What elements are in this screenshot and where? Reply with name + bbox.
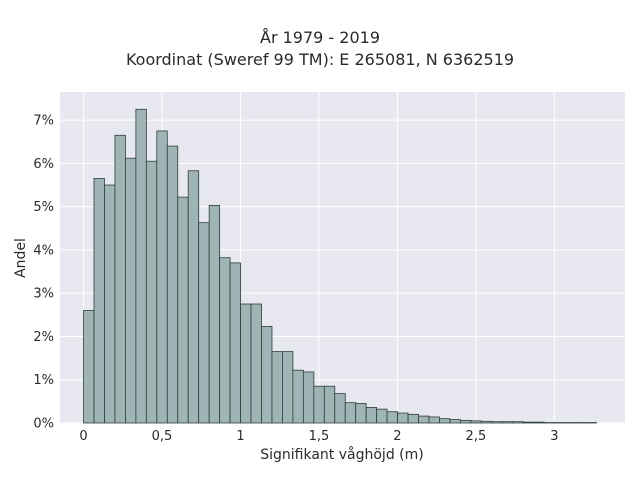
- histogram-bar: [459, 420, 472, 424]
- y-tick-label: 0%: [33, 417, 54, 432]
- x-tick-label: 2: [393, 429, 401, 444]
- histogram-bar: [229, 262, 241, 424]
- histogram-bar: [439, 418, 451, 424]
- histogram-bar: [83, 310, 95, 424]
- histogram-bar: [219, 257, 231, 424]
- histogram-bar: [282, 351, 294, 424]
- histogram-bar: [156, 130, 168, 424]
- x-tick-label: 1: [236, 429, 244, 444]
- histogram-bar: [261, 326, 273, 424]
- histogram-bar: [533, 421, 545, 424]
- histogram-bar: [104, 184, 116, 424]
- histogram-bar: [114, 134, 126, 424]
- x-tick-label: 2,5: [466, 429, 487, 444]
- x-tick-label: 3: [550, 429, 558, 444]
- y-tick-label: 3%: [33, 287, 54, 302]
- histogram-bar: [208, 204, 221, 424]
- y-tick-label: 5%: [33, 200, 54, 215]
- histogram-bar: [323, 385, 336, 424]
- x-tick-label: 1,5: [309, 429, 330, 444]
- y-tick-label: 1%: [33, 373, 54, 388]
- histogram-bar: [292, 369, 304, 424]
- histogram-bar: [135, 108, 147, 424]
- y-tick-label: 2%: [33, 330, 54, 345]
- histogram-bar: [470, 420, 482, 424]
- histogram-bar: [522, 421, 535, 424]
- y-tick-label: 6%: [33, 157, 54, 172]
- histogram-bar: [240, 303, 252, 424]
- histogram-bar: [145, 160, 158, 424]
- chart-title-line1: År 1979 - 2019: [260, 28, 380, 47]
- histogram-bar: [376, 408, 388, 424]
- histogram-bar: [198, 222, 210, 424]
- histogram-bar: [397, 412, 409, 424]
- histogram-bar: [344, 402, 357, 424]
- histogram-bar: [449, 419, 461, 424]
- histogram-bar: [271, 351, 283, 424]
- histogram-bar: [125, 157, 137, 424]
- histogram-bar: [418, 415, 430, 424]
- histogram-bar: [512, 421, 524, 424]
- histogram-bar: [250, 303, 262, 424]
- histogram-bar: [166, 145, 179, 424]
- y-tick-label: 4%: [33, 243, 54, 258]
- histogram-bar: [491, 421, 503, 424]
- histogram-bar: [365, 407, 378, 424]
- histogram-bar: [407, 413, 419, 424]
- histogram-bar: [334, 393, 346, 424]
- y-axis-label: Andel: [13, 238, 29, 278]
- y-tick-label: 7%: [33, 114, 54, 129]
- x-tick-label: 0: [79, 429, 87, 444]
- histogram-bar: [386, 411, 398, 424]
- histogram-bar: [480, 420, 493, 424]
- histogram-bar: [302, 371, 315, 424]
- histogram-bar: [501, 421, 514, 424]
- x-tick-label: 0,5: [152, 429, 173, 444]
- histogram-bar: [428, 416, 440, 424]
- histogram-bar: [93, 178, 105, 424]
- histogram-bar: [187, 170, 200, 424]
- chart-title-line2: Koordinat (Sweref 99 TM): E 265081, N 63…: [125, 50, 515, 69]
- histogram-bar: [313, 385, 325, 424]
- histogram-bar: [177, 196, 189, 424]
- x-axis-label: Signifikant våghöjd (m): [260, 447, 424, 463]
- histogram-bar: [355, 403, 367, 424]
